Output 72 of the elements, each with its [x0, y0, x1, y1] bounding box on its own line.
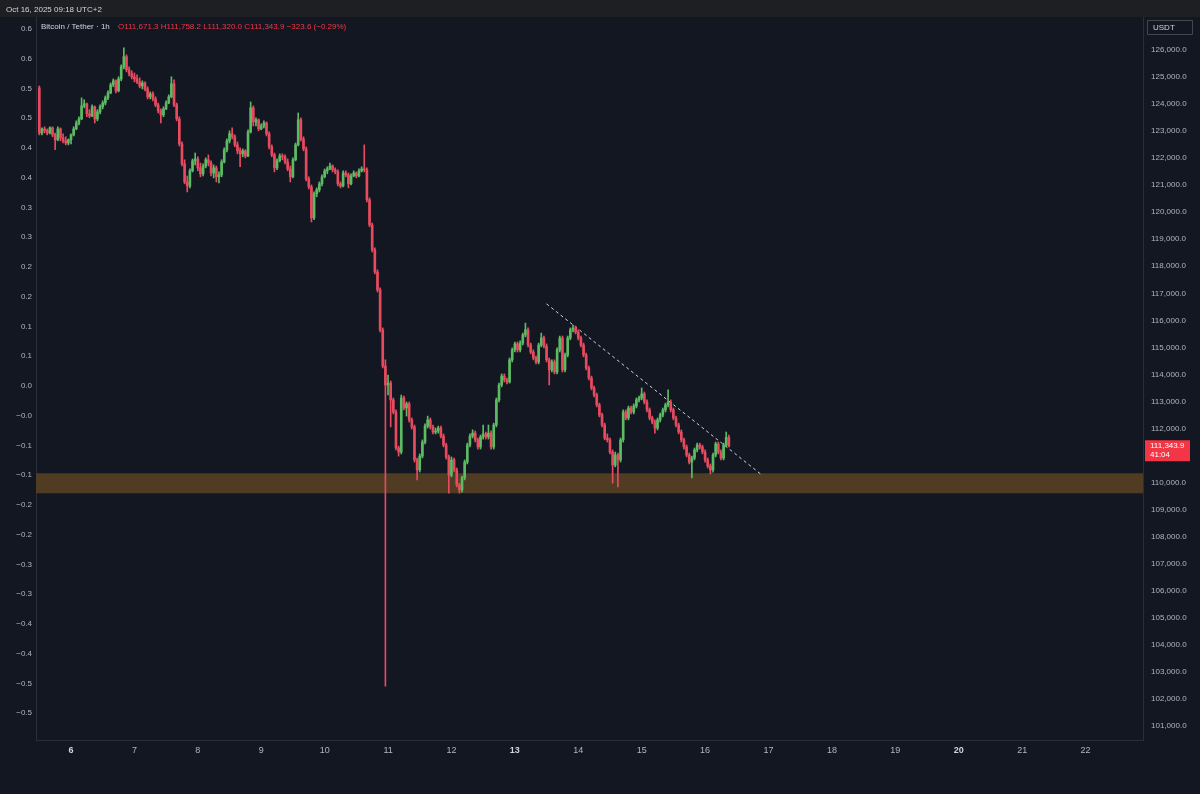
y2-tick-label: 0.5 — [20, 113, 33, 123]
x-tick-label: 13 — [509, 744, 520, 755]
y2-tick-label: −0.4 — [16, 648, 33, 658]
y-tick-label: 124,000.0 — [1151, 99, 1188, 109]
x-tick-label: 14 — [573, 744, 584, 755]
y2-tick-label: 0.6 — [20, 24, 33, 34]
y-tick-label: 117,000.0 — [1151, 288, 1187, 298]
y2-tick-label: 0.5 — [20, 83, 33, 93]
y-tick-label: 114,000.0 — [1151, 369, 1187, 379]
x-tick-label: 22 — [1080, 744, 1091, 755]
text: Bitcoin / Tether · 1h — [41, 22, 110, 32]
y-tick-label: 106,000.0 — [1151, 585, 1188, 595]
y-tick-label: 118,000.0 — [1151, 261, 1187, 271]
y2-tick-label: 0.2 — [20, 262, 33, 272]
y2-tick-label: −0.3 — [16, 589, 33, 599]
y2-tick-label: 0.1 — [20, 351, 33, 361]
y-axis-title: USDT — [1153, 23, 1175, 33]
y-tick-label: 108,000.0 — [1151, 531, 1188, 541]
x-tick-label: 15 — [636, 744, 647, 755]
y-tick-label: 112,000.0 — [1151, 423, 1187, 433]
x-tick-label: 11 — [383, 744, 393, 755]
y2-tick-label: −0.1 — [16, 440, 33, 450]
y-tick-label: 107,000.0 — [1151, 558, 1188, 568]
y-tick-label: 123,000.0 — [1151, 126, 1188, 136]
y-tick-label: 126,000.0 — [1151, 45, 1188, 55]
x-tick-label: 9 — [258, 744, 264, 755]
y-tick-label: 104,000.0 — [1151, 640, 1188, 650]
x-tick-label: 7 — [131, 744, 137, 755]
y-tick-label: 101,000.0 — [1151, 721, 1188, 731]
y2-tick-label: 0.4 — [20, 172, 33, 182]
y-tick-label: 110,000.0 — [1151, 477, 1187, 487]
text: O111,671.3 H111,758.2 L111,320.0 C111,343.9 −323.6 (−0.29%) — [117, 22, 347, 32]
y2-tick-label: −0.4 — [16, 619, 33, 629]
x-tick-label: 8 — [195, 744, 201, 755]
text: Oct 16, 2025 09:18 UTC+2 — [6, 5, 103, 15]
x-tick-label: 21 — [1017, 744, 1028, 755]
y2-tick-label: 0.2 — [20, 291, 33, 301]
y2-tick-label: −0.3 — [16, 559, 33, 569]
y-tick-label: 105,000.0 — [1151, 612, 1188, 622]
y-tick-label: 121,000.0 — [1151, 180, 1188, 190]
y2-tick-label: −0.5 — [16, 708, 33, 718]
y-tick-label: 115,000.0 — [1151, 342, 1187, 352]
y-tick-label: 120,000.0 — [1151, 207, 1188, 217]
y2-tick-label: 0.3 — [20, 202, 33, 212]
x-tick-label: 20 — [953, 744, 964, 755]
y-tick-label: 103,000.0 — [1151, 667, 1188, 677]
y2-tick-label: −0.5 — [16, 678, 33, 688]
x-tick-label: 17 — [763, 744, 774, 755]
y2-tick-label: −0.2 — [16, 500, 33, 510]
y2-tick-label: −0.1 — [16, 470, 33, 480]
x-tick-label: 10 — [319, 744, 330, 755]
candlestick — [281, 153, 284, 161]
y2-tick-label: 0.6 — [20, 53, 33, 63]
x-tick-label: 12 — [446, 744, 457, 755]
x-tick-label: 16 — [700, 744, 711, 755]
y2-tick-label: 0.3 — [20, 232, 33, 242]
x-tick-label: 6 — [68, 744, 74, 755]
y-tick-label: 102,000.0 — [1151, 694, 1188, 704]
x-tick-label: 19 — [890, 744, 901, 755]
y2-tick-label: 0.1 — [20, 321, 33, 331]
y2-tick-label: −0.2 — [16, 529, 33, 539]
y-tick-label: 109,000.0 — [1151, 504, 1188, 514]
y-tick-label: 125,000.0 — [1151, 72, 1188, 82]
y2-tick-label: 0.4 — [20, 143, 33, 153]
y-tick-label: 122,000.0 — [1151, 153, 1188, 163]
y-tick-label: 113,000.0 — [1151, 396, 1187, 406]
y2-tick-label: −0.0 — [16, 410, 33, 420]
y-tick-label: 116,000.0 — [1151, 315, 1187, 325]
x-tick-label: 18 — [826, 744, 837, 755]
text: 111,343.9 41:04 — [1150, 441, 1185, 460]
y-tick-label: 119,000.0 — [1151, 234, 1187, 244]
y2-tick-label: 0.0 — [20, 381, 33, 391]
